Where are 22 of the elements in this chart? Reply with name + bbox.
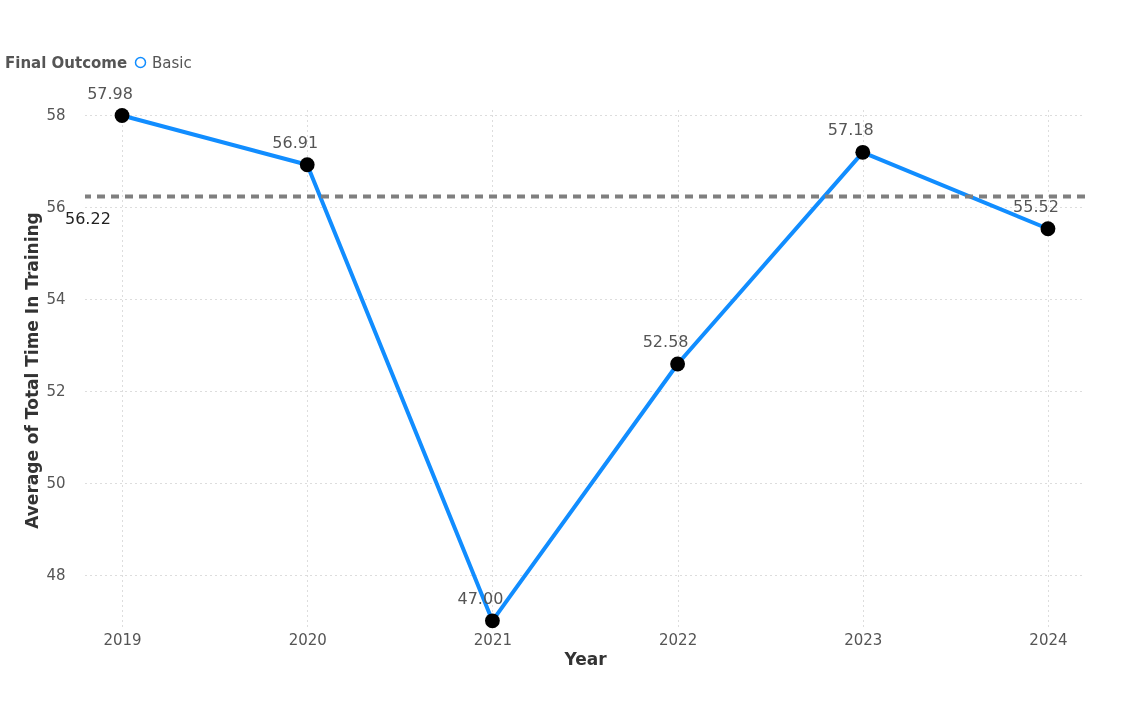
x-tick-label: 2021 bbox=[473, 630, 512, 649]
legend-title: Final Outcome bbox=[5, 54, 128, 72]
x-tick-label: 2024 bbox=[1029, 630, 1068, 649]
y-tick-label: 54 bbox=[46, 290, 66, 309]
y-tick-label: 50 bbox=[46, 474, 66, 493]
y-tick-label: 52 bbox=[46, 382, 66, 401]
y-tick-label: 48 bbox=[46, 566, 66, 585]
x-tick-label: 2022 bbox=[659, 630, 698, 649]
x-tick-label: 2023 bbox=[844, 630, 883, 649]
data-label: 57.98 bbox=[87, 83, 133, 103]
ref-line-label: 56.22 bbox=[65, 208, 111, 228]
y-axis-title: Average of Total Time In Training bbox=[22, 212, 43, 529]
data-label: 52.58 bbox=[642, 332, 689, 352]
data-label: 57.18 bbox=[827, 120, 874, 140]
x-tick-label: 2019 bbox=[103, 630, 142, 649]
x-axis-title: Year bbox=[563, 648, 608, 669]
y-tick-label: 58 bbox=[46, 106, 66, 125]
x-tick-label: 2020 bbox=[288, 630, 327, 649]
y-tick-label: 56 bbox=[46, 198, 66, 217]
data-label: 55.52 bbox=[1013, 196, 1059, 216]
legend-label: Basic bbox=[152, 53, 192, 72]
data-label: 56.91 bbox=[272, 132, 319, 152]
